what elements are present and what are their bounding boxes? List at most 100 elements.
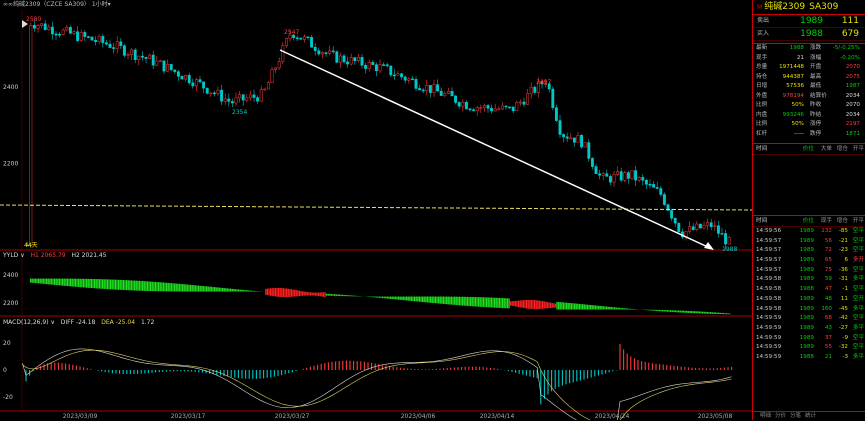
macd-dea-segment bbox=[235, 380, 239, 382]
yyld-bar bbox=[220, 288, 221, 292]
yyld-bar bbox=[296, 290, 297, 296]
yyld-bar bbox=[160, 282, 161, 291]
yyld-bar bbox=[576, 304, 577, 310]
buy-label: 买入 bbox=[753, 28, 783, 40]
yyld-bar bbox=[718, 313, 719, 314]
panel-tab[interactable]: 统计 bbox=[805, 413, 816, 419]
macd-dif-segment bbox=[102, 352, 106, 353]
candle bbox=[620, 172, 622, 181]
macd-label[interactable]: MACD(12,26,9) ∨ DIFF -24.18 DEA -25.04 1… bbox=[3, 319, 154, 327]
yyld-bar bbox=[206, 286, 207, 291]
tick-volume: 68 bbox=[814, 314, 832, 324]
macd-dif-segment bbox=[249, 394, 253, 396]
yyld-bar bbox=[281, 288, 282, 297]
tick-price: 1989 bbox=[794, 334, 814, 344]
macd-dea-segment bbox=[670, 388, 674, 389]
candle bbox=[562, 134, 564, 136]
macd-dif-segment bbox=[717, 379, 721, 380]
yyld-bar bbox=[390, 297, 391, 299]
yyld-bar bbox=[44, 279, 45, 284]
panel-tab[interactable]: 分笔 bbox=[790, 413, 801, 419]
yyld-bar bbox=[384, 297, 385, 299]
yyld-bar bbox=[214, 287, 215, 291]
tick-type: 空平 bbox=[848, 343, 864, 353]
yyld-bar bbox=[342, 295, 343, 296]
candle bbox=[253, 95, 255, 98]
yyld-bar bbox=[193, 285, 194, 291]
stat-value: 2034 bbox=[832, 111, 860, 121]
tick-oi-change: -9 bbox=[832, 334, 848, 344]
candle bbox=[40, 24, 42, 26]
macd-dea-segment bbox=[199, 367, 203, 368]
candle bbox=[321, 53, 323, 54]
macd-dif-segment bbox=[357, 372, 361, 374]
macd-dea-segment bbox=[274, 401, 278, 402]
macd-dif-segment bbox=[454, 357, 458, 358]
yyld-name[interactable]: YYLD ∨ bbox=[3, 252, 25, 259]
yyld-bar bbox=[628, 309, 629, 310]
yyld-bar bbox=[86, 279, 87, 288]
yyld-bar bbox=[139, 281, 140, 291]
yyld-bar bbox=[56, 279, 57, 285]
price-axis-label: 2200 bbox=[3, 161, 18, 168]
yyld-bar bbox=[673, 310, 674, 312]
chart-canvas[interactable]: 240022002580254723542497198844天240022002… bbox=[0, 0, 752, 420]
stat-value: 57536 bbox=[776, 82, 804, 92]
stat-label: 涨停 bbox=[804, 120, 832, 130]
yyld-bar bbox=[617, 308, 618, 310]
yyld-bar bbox=[403, 297, 404, 301]
contract-symbol: SA309 bbox=[809, 2, 838, 12]
yyld-bar bbox=[30, 279, 31, 283]
macd-dif-segment bbox=[462, 355, 466, 356]
yyld-bar bbox=[470, 297, 471, 306]
yyld-bar bbox=[516, 301, 517, 307]
tick-type: 空平 bbox=[848, 246, 864, 256]
yyld-bar bbox=[344, 295, 345, 296]
yyld-bar bbox=[72, 279, 73, 287]
yyld-bar bbox=[196, 285, 197, 291]
yyld-bar bbox=[401, 297, 402, 300]
macd-dea-segment bbox=[307, 405, 311, 406]
yyld-bar bbox=[721, 313, 722, 314]
yyld-bar bbox=[280, 288, 281, 297]
yyld-bar bbox=[115, 280, 116, 290]
yyld-bar bbox=[134, 281, 135, 291]
macd-dea-segment bbox=[55, 359, 59, 361]
chart-title-bar[interactable]: ∞∞纯碱2309（CZCE SA309） 1小时▾ bbox=[0, 0, 203, 10]
tick-type: 空平 bbox=[848, 266, 864, 276]
candle bbox=[116, 42, 118, 49]
macd-dif-segment bbox=[436, 360, 440, 361]
yyld-bar bbox=[651, 310, 652, 311]
yyld-bar bbox=[548, 302, 549, 308]
yyld-bar bbox=[425, 297, 426, 303]
macd-dif-segment bbox=[192, 367, 196, 368]
macd-dif-segment bbox=[714, 380, 718, 381]
yyld-bar bbox=[512, 301, 513, 306]
yyld-bar bbox=[105, 279, 106, 289]
candle bbox=[566, 137, 568, 138]
stat-label: 比例 bbox=[753, 101, 776, 111]
panel-tab[interactable]: 明细 bbox=[760, 413, 771, 419]
yyld-bar bbox=[174, 283, 175, 291]
tick-type: 多平 bbox=[848, 305, 864, 315]
yyld-bar bbox=[449, 297, 450, 305]
yyld-bar bbox=[521, 300, 522, 307]
macd-dea-segment bbox=[458, 358, 462, 359]
macd-dif-segment bbox=[112, 355, 116, 356]
yyld-label[interactable]: YYLD ∨ H1 2065.79 H2 2021.45 bbox=[3, 252, 107, 260]
candle bbox=[80, 32, 82, 40]
yyld-bar bbox=[670, 310, 671, 312]
candle bbox=[624, 173, 626, 181]
macd-name[interactable]: MACD(12,26,9) ∨ bbox=[3, 319, 55, 326]
yyld-bar bbox=[340, 295, 341, 296]
yyld-bar bbox=[288, 289, 289, 297]
panel-tab[interactable]: 分价 bbox=[775, 413, 786, 419]
macd-dif-segment bbox=[220, 377, 224, 379]
macd-dif-segment bbox=[465, 354, 469, 355]
big-order-list[interactable] bbox=[753, 155, 865, 215]
